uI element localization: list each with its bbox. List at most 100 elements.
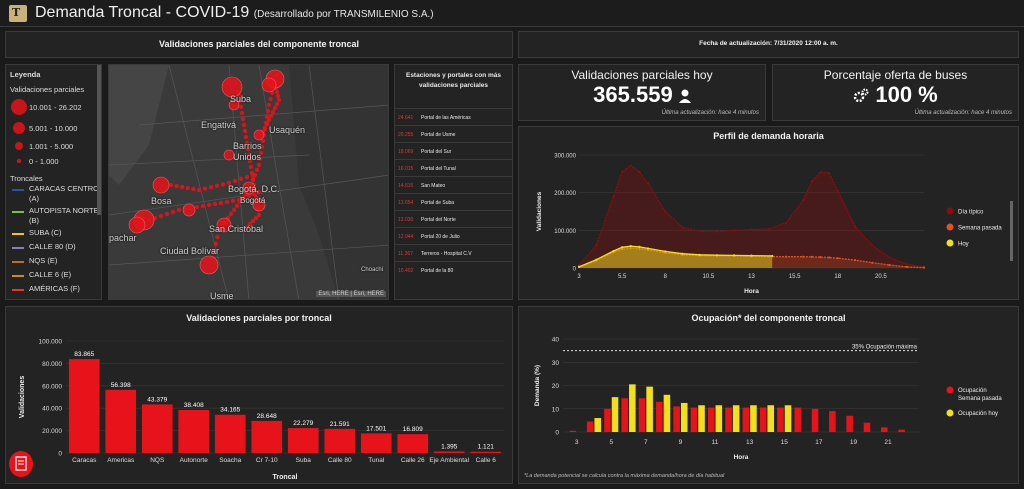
x-tick-label: 20.5 xyxy=(875,274,887,280)
station-row[interactable]: 13.654 Portal de Suba xyxy=(395,193,512,210)
bar-value-label: 22.279 xyxy=(293,420,313,427)
y-tick-label: 100.000 xyxy=(39,339,63,346)
map-label-ciudad-bolivar: Ciudad Bolívar xyxy=(160,246,220,256)
y-tick-label: 100.000 xyxy=(554,229,576,235)
station-bubble xyxy=(228,99,240,111)
pdf-export-button[interactable] xyxy=(9,451,33,477)
station-bubble xyxy=(128,216,146,234)
kpi-validaciones-value: 365.559 xyxy=(593,82,673,107)
x-tick-label: NQS xyxy=(150,457,165,464)
station-point xyxy=(247,158,253,164)
bar-semana-pasada xyxy=(829,411,836,432)
bar-hoy xyxy=(750,405,757,432)
station-row[interactable]: 12.944 Portal 20 de Julio xyxy=(395,227,512,244)
map-label-soacha-partial: pachar xyxy=(109,233,137,243)
bar-semana-pasada xyxy=(586,421,594,432)
station-point xyxy=(220,182,226,187)
map-view[interactable]: Suba Engativá Usaquén Barrios Unidos Bog… xyxy=(108,64,389,300)
map-label-usaquen: Usaquén xyxy=(269,125,306,135)
station-row[interactable]: 14.615 San Mateo xyxy=(395,176,512,193)
legend-label: Semana pasada xyxy=(958,226,1002,232)
data-point xyxy=(767,227,770,230)
station-point xyxy=(240,116,246,122)
x-tick-label: 3 xyxy=(575,439,579,446)
station-point xyxy=(272,105,278,111)
occupancy-title: Ocupación* del componente troncal xyxy=(691,313,846,323)
dashboard-subtitle: (Desarrollado por TRANSMILENIO S.A.) xyxy=(253,9,434,20)
data-point xyxy=(819,170,822,174)
troncal-label: SUBA (C) xyxy=(29,228,62,237)
station-value: 10.402 xyxy=(398,268,414,274)
data-point xyxy=(836,189,839,192)
troncal-swatch xyxy=(12,289,24,291)
x-tick-label: Eje Ambiental xyxy=(429,457,469,464)
station-row[interactable]: 24.641 Portal de las Américas xyxy=(395,108,512,125)
troncal-swatch xyxy=(12,211,24,213)
x-tick-label: Calle 26 xyxy=(401,457,425,464)
map-label-san-cristobal: San Cristóbal xyxy=(209,224,264,234)
y-tick-label: 300.000 xyxy=(554,154,576,160)
map-panel-header: Validaciones parciales del componente tr… xyxy=(5,31,513,58)
bar-hoy xyxy=(680,402,688,432)
bar-semana-pasada xyxy=(604,408,611,432)
x-tick-label: 8 xyxy=(664,274,668,280)
station-name: Portal de Usme xyxy=(421,132,456,138)
bar xyxy=(324,428,356,453)
size-symbol-m xyxy=(15,142,23,150)
data-point xyxy=(871,244,874,247)
station-point xyxy=(274,101,280,107)
data-point xyxy=(802,255,805,258)
bar-semana-pasada xyxy=(794,407,802,432)
station-point xyxy=(218,200,224,206)
bar-hoy xyxy=(698,405,705,432)
bar-value-label: 28.648 xyxy=(257,413,277,420)
data-point xyxy=(750,228,753,231)
station-bubble xyxy=(221,76,243,98)
map-label-suba: Suba xyxy=(230,94,252,104)
bar xyxy=(105,389,137,453)
x-tick-label: 5.5 xyxy=(618,274,627,280)
station-bubble xyxy=(152,176,170,194)
station-point xyxy=(206,202,212,208)
station-bubble xyxy=(199,255,219,275)
bar-hoy xyxy=(767,405,775,432)
station-point xyxy=(241,122,247,128)
troncal-swatch xyxy=(12,261,24,263)
station-row[interactable]: 11.367 Terreros - Hospital C.V xyxy=(395,244,512,261)
station-point xyxy=(247,221,253,227)
size-symbol-s xyxy=(16,158,22,164)
station-point xyxy=(230,198,236,204)
station-value: 16.015 xyxy=(398,166,414,172)
station-row[interactable]: 20.255 Portal de Usme xyxy=(395,125,512,142)
troncal-bars-panel: Validaciones parciales por troncal 0 20.0… xyxy=(5,306,513,484)
bar-value-label: 16.809 xyxy=(403,426,423,433)
max-occupancy-label: 35% Ocupación máxima xyxy=(852,345,918,351)
station-point xyxy=(266,102,272,108)
legend-scrollbar[interactable] xyxy=(97,65,101,215)
bar-semana-pasada xyxy=(690,407,698,432)
bar-semana-pasada xyxy=(569,430,577,432)
data-point xyxy=(681,226,684,229)
station-point xyxy=(238,104,244,110)
troncal-label: CARACAS CENTRO (A) xyxy=(29,184,100,203)
station-point xyxy=(253,215,259,221)
station-row[interactable]: 13.030 Portal del Norte xyxy=(395,210,512,227)
station-row[interactable]: 18.069 Portal del Sur xyxy=(395,142,512,159)
x-tick-label: 9 xyxy=(679,439,683,446)
x-tick-label: Autonorte xyxy=(180,457,209,464)
station-row[interactable]: 10.402 Portal de la 80 xyxy=(395,261,512,278)
bar-value-label: 38.408 xyxy=(184,402,204,409)
station-point xyxy=(275,93,281,99)
x-tick-label: 13 xyxy=(748,274,755,280)
station-point xyxy=(256,189,262,195)
station-point xyxy=(254,167,260,173)
station-row[interactable]: 16.015 Portal del Tunal xyxy=(395,159,512,176)
kpi-oferta-value: 100 % xyxy=(875,82,938,107)
size-class-label: 0 - 1.000 xyxy=(29,157,59,166)
person-icon xyxy=(678,89,691,104)
legend-title: Leyenda xyxy=(10,70,41,79)
station-point xyxy=(244,174,250,180)
bar-hoy xyxy=(732,405,740,432)
x-tick-label: 11 xyxy=(712,439,719,446)
station-point xyxy=(245,146,251,152)
